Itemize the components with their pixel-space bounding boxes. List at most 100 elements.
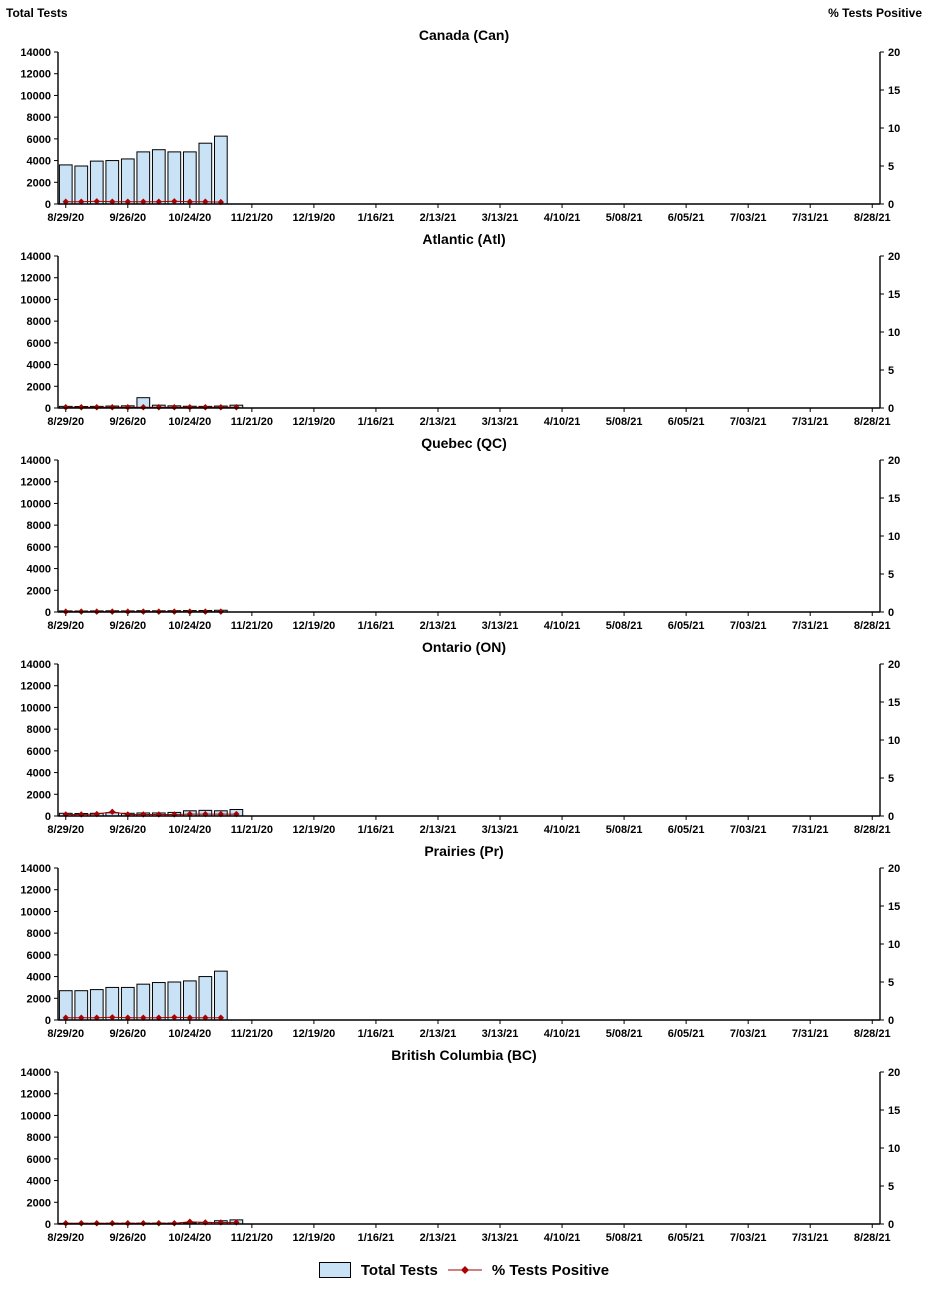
x-tick-label: 8/29/20 [47,620,84,632]
pct-positive-marker [62,404,69,411]
chart-title: Atlantic (Atl) [422,231,506,247]
pct-positive-marker [124,198,131,205]
pct-positive-marker [93,404,100,411]
right-tick-label: 0 [888,607,894,619]
right-tick-label: 20 [888,47,900,59]
x-tick-label: 12/19/20 [292,824,335,836]
left-tick-label: 4000 [27,360,51,372]
total-tests-bar [167,151,182,205]
chart-plot-svg: 0 2000 4000 6000 8000 10000 12000 14000 0 5 10 15 20… [20,455,900,632]
total-tests-swatch [318,1262,351,1278]
x-tick-label: 7/03/21 [730,1028,767,1040]
x-tick-label: 7/03/21 [730,1232,767,1244]
chart-canada: Canada (Can) 0 2000 4000 6000 8000 10000 12000… [0,26,928,230]
right-tick-label: 15 [888,901,900,913]
left-tick-label: 6000 [27,542,51,554]
left-tick-label: 10000 [20,90,51,102]
left-tick-label: 6000 [27,134,51,146]
pct-positive-marker [171,1220,178,1227]
left-tick-label: 12000 [20,273,51,285]
x-tick-label: 10/24/20 [168,212,211,224]
total-tests-bar [198,142,213,205]
chart-plot: 0 2000 4000 6000 8000 10000 12000 14000 0 5 10 15 20… [0,452,928,638]
x-tick-label: 7/03/21 [730,824,767,836]
pct-positive-marker [233,404,240,411]
chart-title: Prairies (Pr) [424,843,504,859]
left-tick-label: 6000 [27,950,51,962]
right-tick-label: 10 [888,939,900,951]
right-tick-label: 10 [888,327,900,339]
left-tick-label: 0 [45,1219,51,1231]
pct-positive-marker [186,404,194,411]
total-tests-bar [74,165,89,205]
right-tick-label: 5 [888,977,894,989]
pct-positive-marker [109,404,116,411]
left-tick-label: 0 [45,811,51,823]
x-tick-label: 2/13/21 [420,824,457,836]
chart-atlantic: Atlantic (Atl) 0 2000 4000 6000 8000 10000 120… [0,230,928,434]
right-tick-label: 15 [888,493,900,505]
x-tick-label: 2/13/21 [420,212,457,224]
left-tick-label: 0 [45,607,51,619]
x-tick-label: 11/21/20 [231,212,273,224]
x-tick-label: 10/24/20 [168,1232,211,1244]
left-tick-label: 14000 [20,47,51,59]
left-tick-label: 12000 [20,1089,51,1101]
chart-british-columbia: British Columbia (BC) 0 2000 4000 6000 8000 1… [0,1046,928,1250]
x-tick-label: 7/31/21 [792,416,829,428]
chart-title: Quebec (QC) [421,435,507,451]
pct-positive-marker [124,811,131,818]
left-tick-label: 4000 [27,564,51,576]
x-tick-label: 6/05/21 [668,1028,705,1040]
x-tick-label: 2/13/21 [420,620,457,632]
x-tick-label: 3/13/21 [482,416,519,428]
x-tick-label: 8/28/21 [854,416,891,428]
right-tick-label: 5 [888,569,894,581]
right-tick-label: 15 [888,1105,900,1117]
x-tick-label: 8/29/20 [47,1028,84,1040]
x-tick-label: 5/08/21 [606,824,643,836]
left-tick-label: 0 [45,1015,51,1027]
pct-positive-marker [155,811,163,818]
pct-positive-marker [171,1014,178,1021]
x-tick-label: 1/16/21 [358,620,395,632]
right-tick-label: 5 [888,773,894,785]
x-tick-label: 9/26/20 [109,824,146,836]
right-tick-label: 0 [888,199,894,211]
x-tick-label: 4/10/21 [544,1232,581,1244]
pct-positive-marker [171,198,178,205]
pct-positive-marker [78,811,85,818]
x-tick-label: 10/24/20 [168,620,211,632]
pct-positive-marker-icon [447,1263,482,1277]
pct-positive-marker [202,404,209,411]
left-tick-label: 10000 [20,294,51,306]
pct-positive-marker [109,198,116,205]
x-tick-label: 5/08/21 [606,212,643,224]
chart-plot: 0 2000 4000 6000 8000 10000 12000 14000 0 5 10 15 20… [0,656,928,842]
pct-positive-marker [140,404,147,411]
total-tests-bar [213,135,228,205]
x-tick-label: 4/10/21 [544,416,581,428]
x-tick-label: 4/10/21 [544,824,581,836]
total-tests-bar [182,980,197,1021]
left-tick-label: 10000 [20,702,51,714]
left-tick-label: 2000 [27,381,51,393]
x-tick-label: 8/28/21 [854,212,891,224]
left-tick-label: 12000 [20,681,51,693]
pct-positive-marker [202,1219,209,1226]
total-tests-bar [213,970,228,1021]
x-tick-label: 7/03/21 [730,212,767,224]
pct-positive-marker [217,1219,225,1226]
x-tick-label: 8/29/20 [47,824,84,836]
x-tick-label: 12/19/20 [292,1232,335,1244]
left-tick-label: 4000 [27,768,51,780]
x-tick-label: 11/21/20 [231,416,273,428]
chart-quebec: Quebec (QC) 0 2000 4000 6000 8000 10000 12000 1… [0,434,928,638]
left-tick-label: 2000 [27,585,51,597]
x-tick-label: 3/13/21 [482,824,519,836]
x-tick-label: 1/16/21 [358,1028,395,1040]
x-tick-label: 12/19/20 [292,1028,335,1040]
x-tick-label: 4/10/21 [544,1028,581,1040]
left-tick-label: 2000 [27,1197,51,1209]
right-tick-label: 10 [888,1143,900,1155]
